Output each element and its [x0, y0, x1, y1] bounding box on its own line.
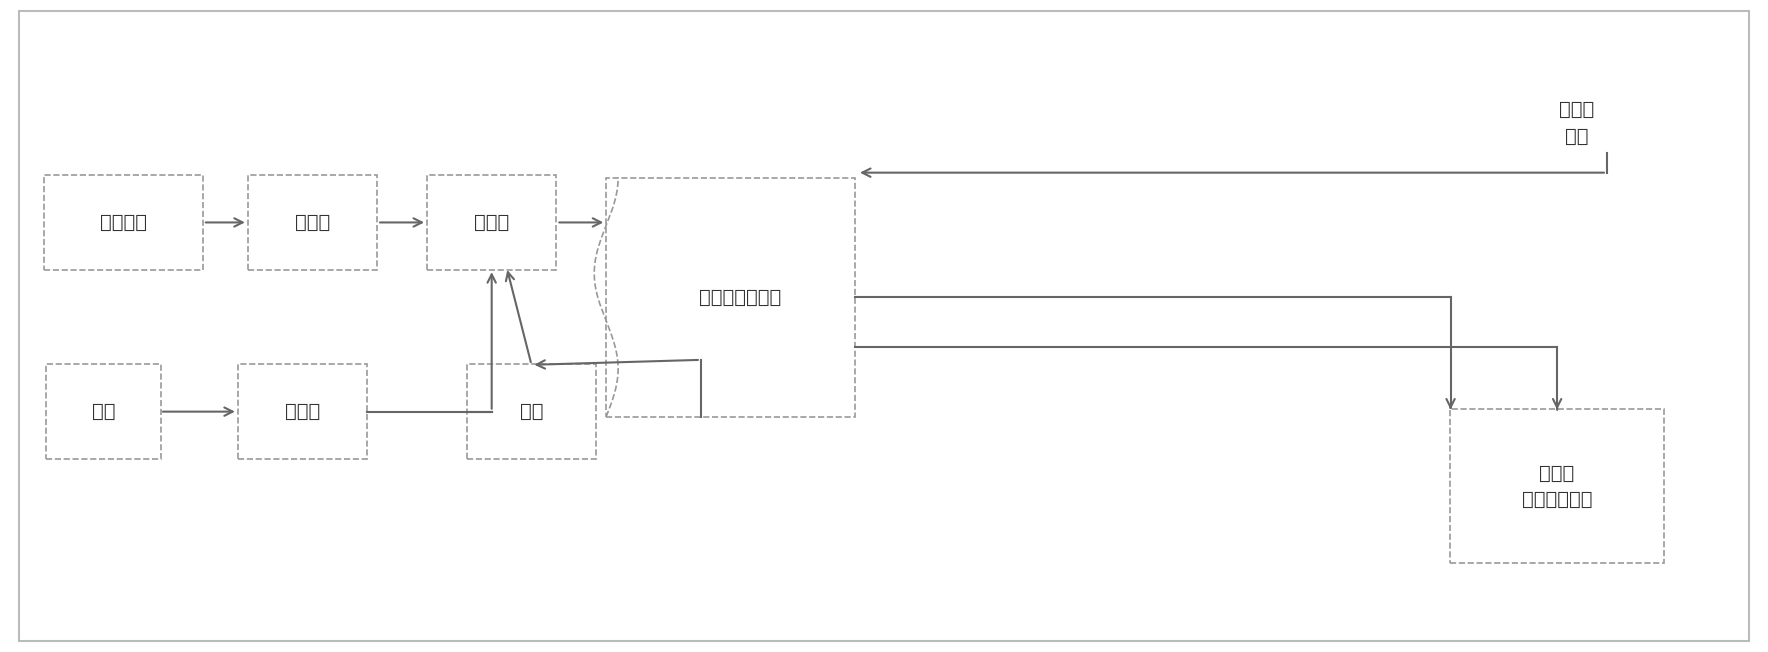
Text: 取样: 取样 [520, 402, 543, 421]
Text: 回转窑再生装置: 回转窑再生装置 [700, 288, 781, 306]
Bar [467, 364, 596, 459]
Text: 氧气: 氧气 [92, 402, 115, 421]
Bar [46, 364, 161, 459]
Text: 流量计: 流量计 [285, 402, 320, 421]
Bar [44, 175, 203, 270]
Bar [248, 175, 377, 270]
Text: 空分系统: 空分系统 [99, 213, 147, 232]
Bar [237, 364, 368, 459]
Bar [1450, 409, 1664, 563]
Bar [426, 175, 557, 270]
Text: 冷凝器
在线气体检测: 冷凝器 在线气体检测 [1522, 464, 1593, 509]
Text: 流量计: 流量计 [295, 213, 331, 232]
Text: 催化剂
进料: 催化剂 进料 [1559, 100, 1595, 145]
Bar [606, 177, 856, 417]
Text: 加热器: 加热器 [474, 213, 509, 232]
